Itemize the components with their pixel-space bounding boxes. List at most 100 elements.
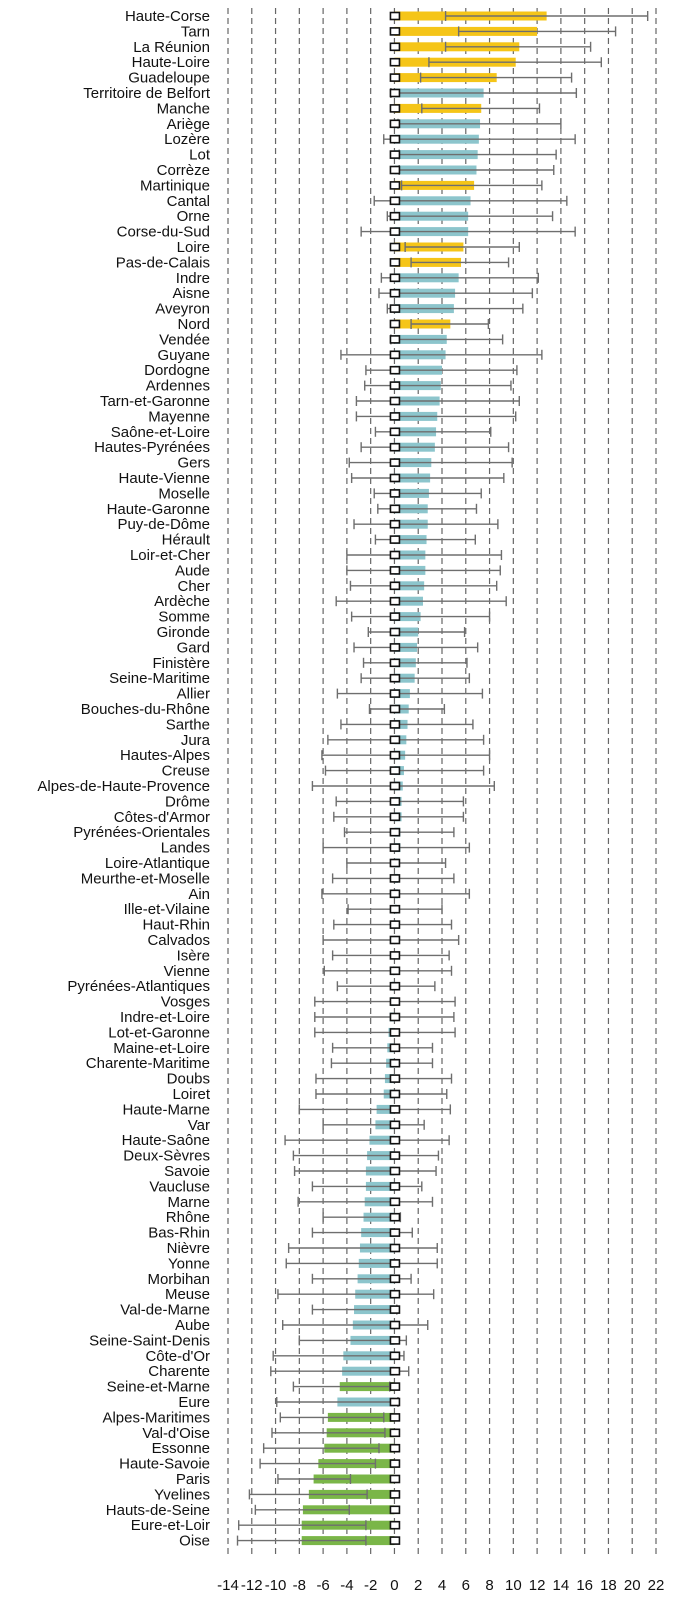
category-label: Hauts-de-Seine xyxy=(106,1502,210,1519)
category-label: Meurthe-et-Moselle xyxy=(81,870,210,887)
zero-marker xyxy=(389,766,401,775)
x-tick-label: -6 xyxy=(316,1577,329,1594)
category-label: Seine-et-Marne xyxy=(107,1379,210,1396)
category-label: Indre xyxy=(176,270,210,287)
category-label: Puy-de-Dôme xyxy=(117,516,210,533)
zero-marker xyxy=(389,427,401,437)
category-label: Aveyron xyxy=(155,301,210,318)
category-label: Seine-Maritime xyxy=(109,670,210,687)
category-label: Pyrénées-Atlantiques xyxy=(67,978,210,995)
zero-marker xyxy=(389,258,401,267)
category-label: Mayenne xyxy=(148,408,210,425)
category-label: Côtes-d'Armor xyxy=(114,809,210,826)
zero-marker xyxy=(389,1089,401,1099)
zero-marker xyxy=(389,935,401,945)
zero-marker xyxy=(389,442,401,452)
category-label: Haute-Marne xyxy=(122,1101,210,1118)
category-label: Ardennes xyxy=(146,378,210,395)
category-label: Aisne xyxy=(172,285,210,302)
category-label: Lot-et-Garonne xyxy=(108,1024,210,1041)
zero-marker xyxy=(389,750,401,760)
category-label: Yvelines xyxy=(154,1486,210,1503)
zero-marker xyxy=(389,1459,401,1468)
category-label: Val-de-Marne xyxy=(120,1302,210,1319)
category-label: Haute-Corse xyxy=(125,8,210,25)
zero-marker xyxy=(389,1474,401,1484)
zero-marker xyxy=(389,396,401,406)
zero-marker xyxy=(389,797,401,806)
category-label: Doubs xyxy=(167,1071,210,1088)
category-label: Vosges xyxy=(161,994,210,1011)
zero-marker xyxy=(389,227,401,236)
zero-marker xyxy=(389,196,401,206)
zero-marker xyxy=(389,843,401,852)
category-label: Marne xyxy=(167,1194,210,1211)
zero-marker xyxy=(389,827,401,837)
zero-marker xyxy=(389,1305,401,1314)
category-label: Saône-et-Loire xyxy=(111,424,210,441)
category-label: Savoie xyxy=(164,1163,210,1180)
zero-marker xyxy=(389,889,401,899)
zero-marker xyxy=(389,704,401,714)
zero-marker xyxy=(389,519,401,529)
zero-marker xyxy=(389,1413,401,1422)
x-tick-label: 14 xyxy=(553,1577,570,1594)
zero-marker xyxy=(389,566,401,575)
category-label: Seine-Saint-Denis xyxy=(89,1332,210,1349)
category-label: Ille-et-Vilaine xyxy=(124,901,210,918)
zero-marker xyxy=(389,1490,401,1499)
bars xyxy=(301,11,547,1546)
category-label: Alpes-de-Haute-Provence xyxy=(37,778,210,795)
category-label: Vienne xyxy=(164,963,210,980)
category-label: Deux-Sèvres xyxy=(123,1148,210,1165)
category-label: Jura xyxy=(181,732,211,749)
zero-marker xyxy=(389,1536,401,1545)
zero-marker xyxy=(389,288,401,298)
category-label: Haute-Garonne xyxy=(107,501,210,518)
zero-marker xyxy=(389,981,401,991)
category-label: Charente-Maritime xyxy=(86,1055,210,1072)
x-tick-label: -4 xyxy=(340,1577,353,1594)
zero-marker xyxy=(389,1336,401,1345)
zero-marker xyxy=(389,381,401,390)
zero-marker xyxy=(389,535,401,544)
zero-marker xyxy=(389,273,401,283)
zero-marker xyxy=(389,1382,401,1391)
category-label: Lot xyxy=(189,147,211,164)
category-label: Val-d'Oise xyxy=(142,1425,210,1442)
category-label: Creuse xyxy=(162,763,210,780)
category-label: Meuse xyxy=(165,1286,210,1303)
category-label: Gard xyxy=(177,639,210,656)
category-label: Tarn-et-Garonne xyxy=(100,393,210,410)
zero-marker xyxy=(389,104,401,113)
zero-marker xyxy=(389,1351,401,1361)
category-label: Pyrénées-Orientales xyxy=(73,824,210,841)
category-label: Loire-Atlantique xyxy=(105,855,210,872)
x-tick-label: 12 xyxy=(529,1577,546,1594)
category-label: Ardèche xyxy=(154,593,210,610)
zero-marker xyxy=(389,1058,401,1068)
category-label: Yonne xyxy=(168,1255,210,1272)
zero-marker xyxy=(389,596,401,606)
zero-marker xyxy=(389,1520,401,1530)
category-label: Orne xyxy=(177,208,210,225)
zero-marker xyxy=(389,612,401,621)
zero-marker xyxy=(389,489,401,498)
x-tick-label: 20 xyxy=(624,1577,641,1594)
data-bar xyxy=(313,1474,395,1484)
category-label: Territoire de Belfort xyxy=(83,85,211,102)
zero-marker xyxy=(389,1105,401,1114)
category-label: Hautes-Pyrénées xyxy=(94,439,210,456)
category-label: Drôme xyxy=(165,793,210,810)
category-label: Cher xyxy=(177,578,210,595)
category-label: Nièvre xyxy=(167,1240,210,1257)
zero-marker xyxy=(389,1228,401,1237)
category-label: Somme xyxy=(158,609,210,626)
zero-marker xyxy=(389,689,401,698)
category-label: Finistère xyxy=(152,655,210,672)
category-label: Haute-Savoie xyxy=(119,1456,210,1473)
category-label: Dordogne xyxy=(144,362,210,379)
category-label: Ariège xyxy=(167,116,210,133)
zero-marker xyxy=(389,473,401,483)
x-axis-ticks: -14 -12 -10 -8 -6 -4 -2 0 2 4 6 8 10 12 14 16 18 20 22 xyxy=(217,1577,664,1594)
